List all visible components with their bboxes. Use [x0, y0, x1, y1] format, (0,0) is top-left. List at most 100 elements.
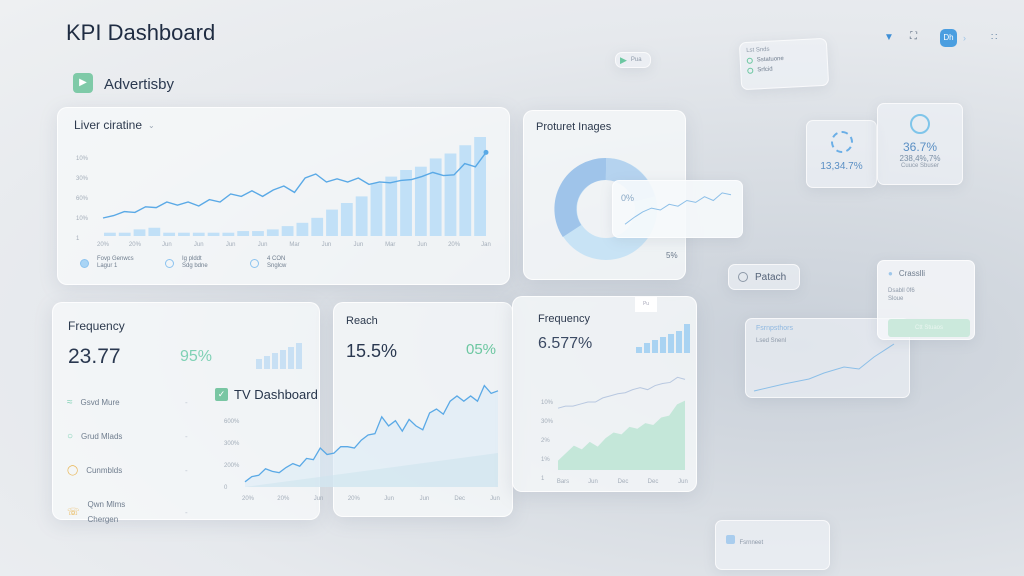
donut-title: Proturet Inages: [536, 121, 612, 133]
tv-chart: 600% 300% 200% 0 20% 20% Jun 20% Jun Jun Dec Jun: [224, 384, 500, 502]
line-card-title: Fsrnpsthors: [756, 325, 793, 332]
x-tick-label: Jun: [417, 242, 427, 248]
mini-bar: [676, 330, 682, 353]
status-list-card: Lst Snds Sstatuone Srfcid: [738, 37, 830, 91]
bar: [340, 203, 353, 236]
chat-icon: ○: [67, 431, 74, 442]
mini-bar: [636, 346, 642, 353]
legend-item[interactable]: Ig plddt Sdg bdne: [165, 256, 208, 270]
status-item[interactable]: Srfcid: [747, 64, 821, 74]
list-item[interactable]: ≈ Gsvd Mure -: [67, 395, 188, 410]
mini-bar: [256, 359, 262, 369]
gear-icon: [830, 131, 853, 153]
x-tick-label: Jun: [162, 242, 172, 248]
x-tick-label: Jun: [490, 496, 500, 502]
main-chart-panel: Liver ciratine ⌄ 10% 30% 60% 10% 1 20% 20% Jun J…: [57, 107, 510, 285]
list-item[interactable]: ◯ Cunmblds -: [67, 463, 188, 478]
frequency-change: 95%: [180, 348, 213, 365]
bar: [207, 232, 220, 236]
list-item-label: Qwn Mlms Chergen: [87, 500, 126, 524]
x-tick-label: Jun: [314, 496, 324, 502]
bar: [326, 209, 338, 236]
donut-panel: Proturet Inages 5%: [523, 110, 686, 280]
donut-slice: [554, 157, 607, 238]
line-card-chart: [753, 343, 895, 392]
line-card-item: Lsed Snenl: [756, 338, 787, 344]
donut-corner-value: 5%: [666, 251, 678, 260]
kpi-card-2: 36.7% 238,4%,7% Cuuce Sbuser: [877, 103, 963, 185]
x-tick-label: 20%: [129, 242, 142, 248]
x-tick-label: 20%: [277, 496, 290, 502]
bar: [252, 231, 264, 236]
bar: [192, 232, 205, 236]
y-tick-label: 60%: [76, 196, 89, 202]
x-tick-label: Mar: [385, 242, 395, 248]
status-item-label: Srfcid: [757, 66, 773, 74]
frequency2-chip[interactable]: Pu: [635, 297, 657, 312]
expand-icon[interactable]: ⛶: [910, 31, 917, 42]
reach-title: Reach: [346, 315, 378, 327]
chart-icon: ≈: [67, 397, 73, 408]
bar: [459, 145, 472, 236]
bottom-card: Fsrnneet: [715, 520, 830, 570]
square-icon: [726, 535, 735, 544]
legend-label: Ig plddt Sdg bdne: [182, 256, 208, 269]
bar: [370, 183, 383, 236]
dh-button[interactable]: Dh: [940, 29, 957, 47]
patach-label: Patach: [755, 271, 787, 283]
bar: [444, 153, 457, 236]
main-chart-title[interactable]: Liver ciratine ⌄: [74, 118, 155, 132]
refresh-icon: [910, 114, 930, 134]
wifi-icon[interactable]: ▼: [884, 32, 894, 43]
x-tick-label: Jun: [322, 242, 332, 248]
series-line: [624, 192, 732, 225]
brand-name: Advertisby: [104, 76, 175, 93]
x-tick-label: Dec: [648, 479, 659, 485]
crasslli-line: Sloue: [888, 296, 904, 302]
circle-icon: [738, 272, 748, 282]
mini-bar: [272, 353, 278, 369]
kpi-2-value: 36.7%: [902, 140, 938, 154]
chevron-right-icon[interactable]: ›: [963, 33, 966, 43]
x-tick-label: Bars: [557, 479, 569, 485]
status-item[interactable]: Sstatuone: [746, 54, 821, 64]
bar: [400, 170, 412, 236]
page-title: KPI Dashboard: [66, 20, 216, 45]
bar: [385, 176, 398, 236]
legend-item[interactable]: Fovp Genwcs Lagur 1: [80, 256, 134, 270]
crasslli-button[interactable]: Ctt Stuaos: [888, 319, 970, 337]
grid-icon[interactable]: ∷: [991, 32, 998, 43]
patach-chip[interactable]: Patach: [728, 264, 800, 290]
list-item[interactable]: ○ Grud Mlads -: [67, 429, 188, 444]
bar: [414, 166, 427, 236]
series-area: [558, 400, 685, 470]
list-item-label: Gsvd Mure: [80, 398, 120, 407]
frequency2-value: 6.577%: [538, 335, 593, 352]
x-tick-label: Jun: [353, 242, 363, 248]
frequency2-panel: Frequency 6.577% Pu 10% 30% 2% 1% 1 Bars Jun De…: [512, 296, 697, 492]
y-tick-label: 1%: [541, 457, 550, 463]
legend-item[interactable]: 4 CON Snglcw: [250, 256, 286, 270]
y-tick-label: 0: [224, 485, 228, 491]
mini-bar: [644, 343, 650, 353]
frequency-title: Frequency: [68, 319, 125, 333]
play-icon: ▶: [620, 54, 627, 65]
series-line: [102, 151, 487, 219]
mini-bar: [264, 356, 270, 369]
y-tick-label: 300%: [224, 441, 240, 447]
bar: [429, 158, 442, 236]
brand-icon: ▶: [73, 73, 93, 93]
bar: [133, 229, 146, 236]
frequency2-chart: 10% 30% 2% 1% 1 Bars Jun Dec Dec Jun: [541, 376, 688, 485]
x-tick-label: Jun: [226, 242, 236, 248]
play-chip[interactable]: ▶ Pua: [615, 52, 651, 68]
reach-change: 05%: [466, 341, 497, 358]
mini-bar: [296, 343, 302, 369]
list-item[interactable]: ☏ Qwn Mlms Chergen -: [67, 497, 188, 527]
x-tick-label: Jun: [258, 242, 268, 248]
y-tick-label: 30%: [76, 176, 89, 182]
status-list-header: Lst Snds: [746, 46, 770, 54]
x-tick-label: Jun: [194, 242, 204, 248]
x-tick-label: Jan: [481, 242, 491, 248]
legend-marker: [250, 258, 259, 268]
